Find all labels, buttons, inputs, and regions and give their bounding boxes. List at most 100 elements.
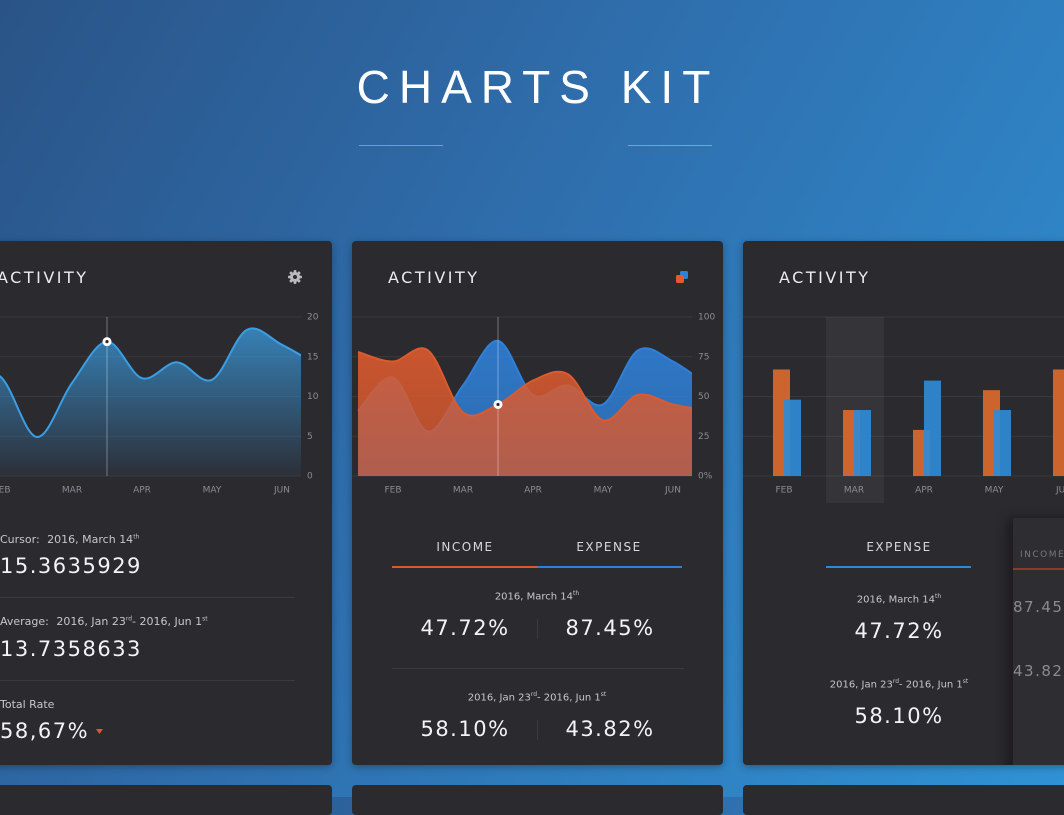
x-tick-label: APR [524,486,542,496]
date-suffix: rd [892,678,900,685]
y-tick-label: 75 [698,352,709,362]
card: ACTIVITY 0% 25 50 75 100 FEB MAR APR MAY JUN INCO… [352,241,723,765]
card [352,785,723,815]
bar [784,399,801,476]
line [357,347,692,422]
tab-underline [392,566,537,568]
card: ACTIVITY 0 5 10 15 20 FEB MAR APR MAY JUN Cursor:… [0,241,332,765]
value: 47.72% [420,616,510,640]
separator [0,597,295,598]
label: Cursor: [0,533,40,546]
plot [357,339,692,476]
stat-label: Cursor: 2016, March 14th [0,533,139,546]
title-rule [359,145,443,146]
value: 58.10% [420,717,510,741]
date: 2016, March 14 [494,591,574,603]
x-tick-label: FEB [0,486,11,496]
y-tick-label: 0% [698,472,713,482]
date: - 2016, Jun 1 [899,679,963,691]
tab-underline [537,566,682,568]
divider [537,619,538,639]
card [0,785,332,815]
page-title: CHARTS KIT [356,61,720,113]
date: 2016, March 14th [857,593,941,605]
tab-underline [1013,568,1064,570]
bar [1053,369,1064,476]
value: 47.72% [854,619,944,643]
x-tick-label: MAR [453,486,473,496]
x-tick-label: APR [133,486,151,496]
tab[interactable]: INCOME [1020,550,1064,560]
date: 2016, Jan 23 [829,679,893,691]
x-tick-label: MAR [844,486,864,496]
value: 58,67% [0,719,90,743]
card-title: ACTIVITY [779,268,871,287]
plot [0,327,301,476]
value: 43.82% [565,717,655,741]
y-tick-label: 0 [307,472,313,482]
date-suffix: st [600,691,607,698]
tab[interactable]: INCOME [436,540,494,554]
x-tick-label: JUN [273,486,290,496]
x-tick-label: APR [915,486,933,496]
value: 43.82% [1013,662,1064,680]
date: - 2016, Jun 1 [537,692,601,704]
date-suffix: rd [530,691,538,698]
chart: 0 5 10 15 20 FEB MAR APR MAY JUN [0,313,319,496]
area [358,348,692,476]
date-suffix: th [133,533,140,541]
tab[interactable]: EXPENSE [866,540,932,554]
x-tick-label: FEB [775,486,792,496]
divider [537,720,538,740]
x-tick-label: MAY [203,486,222,496]
date: 2016, Jan 23 [467,692,531,704]
x-tick-label: JUN [664,486,681,496]
legend-icon [676,271,688,283]
area [0,328,301,476]
x-tick-label: MAR [62,486,82,496]
line [0,327,301,439]
date-suffix: st [962,678,969,685]
date: 2016, March 14 [856,594,936,606]
y-tick-label: 100 [698,313,715,323]
y-tick-label: 20 [307,313,319,323]
separator [0,680,295,681]
x-tick-label: FEB [384,486,401,496]
bar [924,380,941,476]
title-rule [628,145,712,146]
next-panel: INCOME 87.45% 43.82% [1013,518,1064,765]
date: 2016, March 14th [495,590,579,602]
date-suffix: th [573,590,580,597]
card [743,785,1064,815]
y-tick-label: 25 [698,432,709,442]
y-tick-label: 50 [698,392,710,402]
date: - 2016, Jun 1 [132,615,203,628]
down-arrow [96,729,104,734]
date-suffix: rd [125,615,132,623]
x-tick-label: MAY [985,486,1004,496]
stat-value: 15.3635929 [0,554,142,578]
date-suffix: st [202,615,208,623]
tab[interactable]: EXPENSE [576,540,642,554]
value: 87.45% [1013,598,1064,616]
cursor-point-center [105,340,109,344]
stat-value: 58,67% [0,719,105,743]
tab-underline [826,566,971,568]
value: 87.45% [565,616,655,640]
x-tick-label: JUN [1055,486,1064,496]
chart: 0% 25 50 75 100 FEB MAR APR MAY JUN [352,313,715,496]
separator [392,668,684,669]
date-suffix: th [935,593,942,600]
bar [994,410,1011,476]
y-tick-label: 5 [307,432,313,442]
date: 2016, March 14 [47,533,134,546]
value: 58.10% [854,704,944,728]
card: ACTIVITY FEB MAR APR MAY JUN EXPENSE 2016, M… [743,241,1064,765]
cursor-point-center [496,402,500,407]
settings-icon[interactable] [287,269,303,285]
x-tick-label: MAY [594,486,613,496]
stat-value: 13.7358633 [0,637,142,661]
date: 2016, Jan 23rd- 2016, Jun 1st [468,691,607,703]
y-tick-label: 15 [307,352,318,362]
